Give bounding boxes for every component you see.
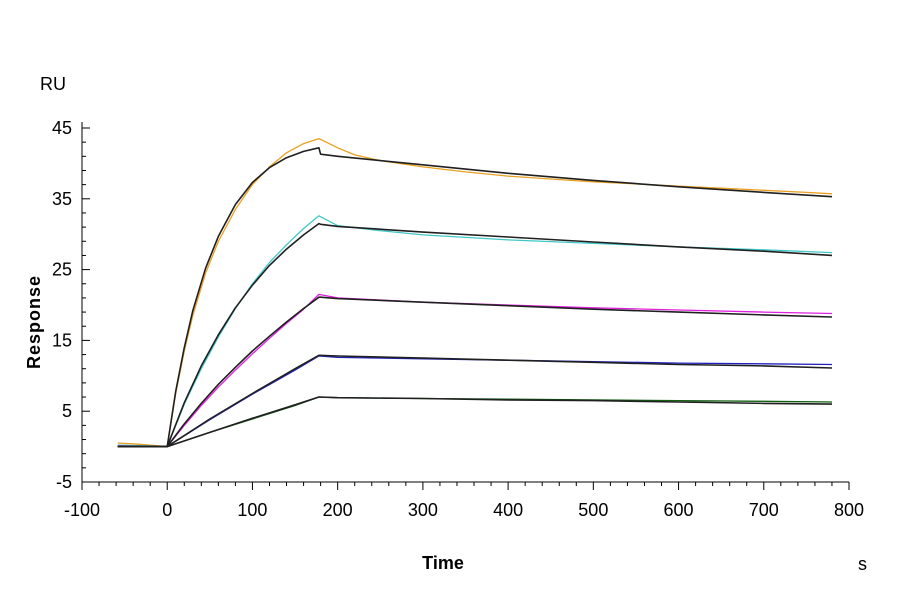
- y-tick-label: 5: [62, 401, 72, 421]
- fit-curve-6: [117, 222, 833, 448]
- x-tick-label: 700: [749, 500, 779, 520]
- fit-curve-9: [117, 396, 833, 448]
- response-curve-2: [117, 293, 833, 448]
- series-layer: [117, 137, 833, 448]
- x-tick-label: 100: [237, 500, 267, 520]
- y-tick-label: 35: [52, 189, 72, 209]
- y-axis-title: Response: [24, 275, 44, 369]
- axes-layer: -5 5 15 25 35 45 -100 0 100 200 300 400 500 600 700 800: [52, 118, 864, 520]
- y-tick-label: -5: [56, 472, 72, 492]
- fit-curve-7: [117, 296, 833, 448]
- response-curve-4: [117, 396, 833, 448]
- y-tick-label: 45: [52, 118, 72, 138]
- x-tick-label: 600: [664, 500, 694, 520]
- x-tick-label: 0: [162, 500, 172, 520]
- x-tick-label: -100: [64, 500, 100, 520]
- labels-layer: RU s Time Response: [24, 74, 867, 574]
- x-tick-label: 800: [834, 500, 864, 520]
- x-tick-label: 200: [323, 500, 353, 520]
- x-tick-label: 300: [408, 500, 438, 520]
- fit-curve-5: [117, 147, 833, 448]
- response-curve-1: [117, 215, 833, 448]
- y-tick-label: 15: [52, 330, 72, 350]
- y-tick-label: 25: [52, 260, 72, 280]
- x-tick-label: 500: [578, 500, 608, 520]
- x-tick-label: 400: [493, 500, 523, 520]
- fit-curve-8: [117, 354, 833, 448]
- x-axis-title: Time: [422, 553, 464, 573]
- x-unit-label: s: [858, 554, 867, 574]
- y-unit-label: RU: [40, 74, 66, 94]
